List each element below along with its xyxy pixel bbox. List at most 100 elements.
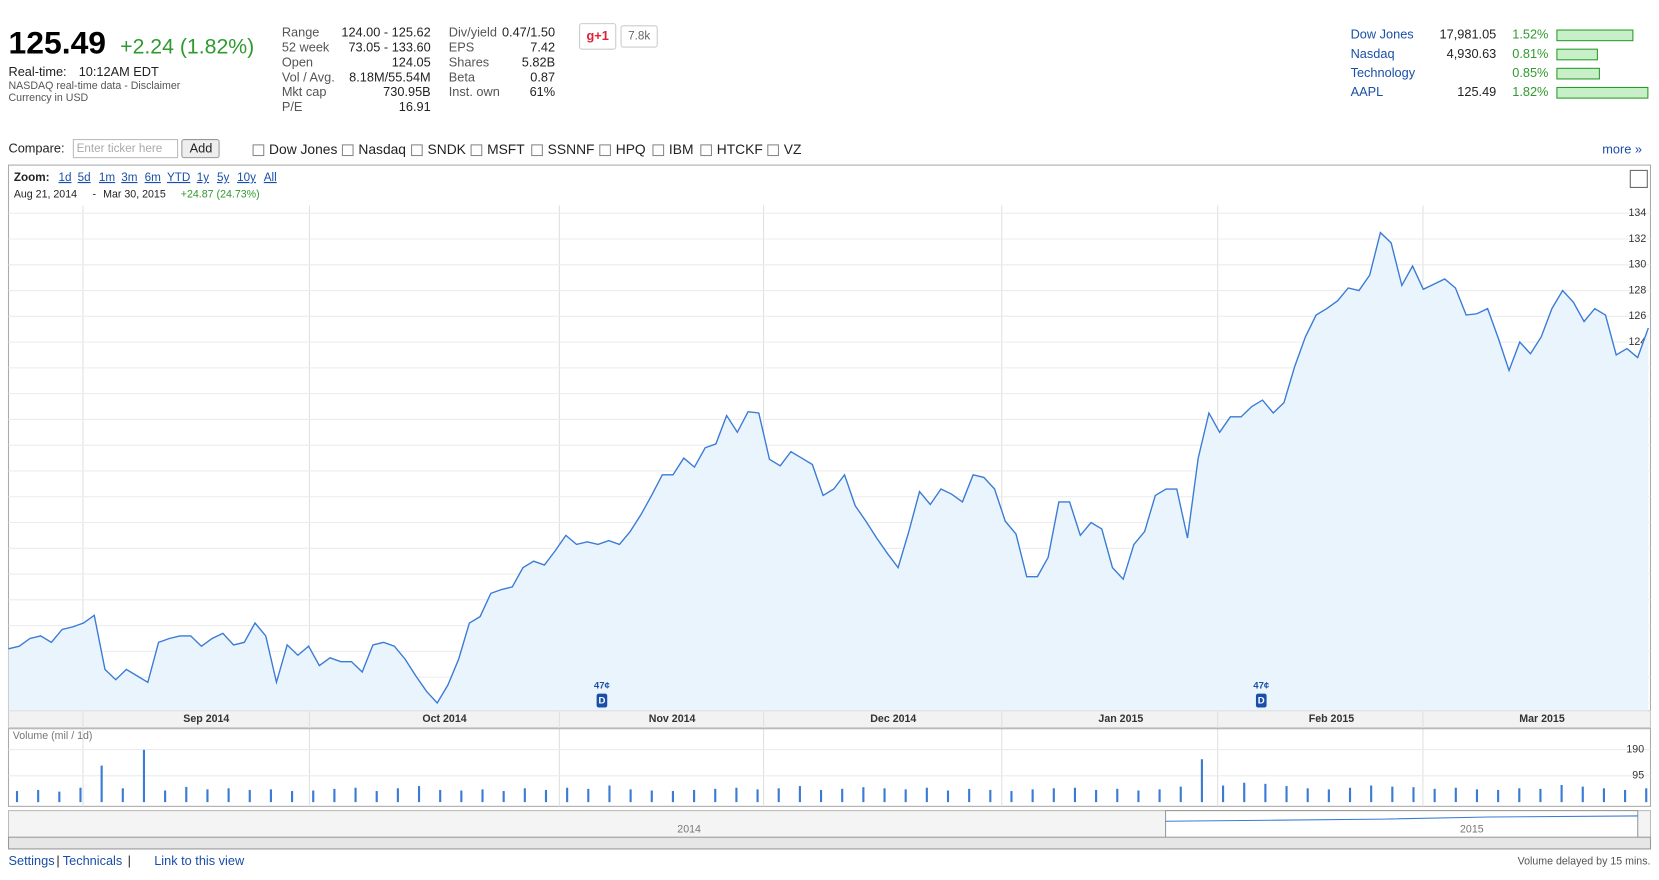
volume-bar [142,749,146,803]
index-name[interactable]: Dow Jones [1351,27,1414,42]
index-price: 125.49 [1457,84,1496,99]
index-change: 1.52% [1512,27,1548,42]
ticker-option: SNDK [428,141,467,157]
volume-tick-label: 95 [1632,770,1644,782]
volume-bar [375,791,378,803]
footer-note: Volume delayed by 15 mins. [1518,855,1651,867]
index-change: 1.82% [1512,84,1548,99]
zoom-option[interactable]: 1y [197,171,210,184]
checkbox[interactable] [767,144,779,157]
stat-value: 0.47/1.50 [502,25,555,40]
volume-bar [714,788,717,803]
stat-value: 5.82B [522,54,555,69]
volume-bar [946,790,950,803]
checkbox[interactable] [652,144,665,157]
dividend-marker[interactable] [596,693,608,708]
more-link[interactable]: more » [1602,142,1642,157]
volume-bar [185,786,188,803]
checkbox[interactable] [531,144,543,157]
add-button[interactable] [181,139,220,159]
y-tick-label: 130 [1629,259,1647,271]
y-tick-label: 126 [1629,310,1647,322]
volume-bar [417,786,421,803]
zoom-option[interactable]: 3m [121,171,137,184]
x-tick-label: Feb 2015 [1309,713,1355,725]
volume-bar [904,789,907,803]
zoom-option[interactable]: YTD [167,171,190,184]
volume-bar [227,788,230,803]
zoom-option[interactable]: 1d [58,171,71,184]
volume-bar [15,791,19,803]
range-change: +24.87 (24.73%) [181,189,260,201]
volume-bar [1454,787,1457,803]
volume-bar [502,791,505,803]
index-bar [1556,48,1598,61]
ticker-option: MSFT [487,141,525,157]
volume-bar [650,790,653,803]
zoom-option[interactable]: All [264,171,277,184]
volume-bar [1560,784,1563,803]
price-area [8,232,1649,711]
x-tick-label: Mar 2015 [1519,713,1565,725]
index-name[interactable]: AAPL [1351,84,1384,99]
stat-label: 52 week [282,39,330,54]
compare-bar [8,136,1651,165]
fullscreen-button[interactable] [1629,169,1648,188]
checkbox[interactable] [599,144,611,157]
gplus-button[interactable] [579,23,617,50]
volume-bar [1222,785,1225,803]
ticker-option: SSNNF [548,141,595,157]
index-name[interactable]: Nasdaq [1351,46,1395,61]
volume-bar [968,788,971,803]
stat-value: 730.95B [383,84,431,99]
footer-link[interactable]: Link to this view [154,853,245,868]
stat-value: 8.18M/55.54M [349,69,431,84]
volume-bar [248,789,251,803]
checkbox[interactable] [341,144,354,157]
volume-bar [587,788,590,803]
volume-bar [79,787,82,803]
footer-link[interactable]: Technicals [63,853,123,868]
gplus[interactable]: g+1 [587,28,609,43]
volume-bar [629,789,632,803]
volume-bar [544,789,548,803]
footer-link[interactable]: Settings [9,853,55,868]
zoom-option[interactable]: 6m [145,171,161,184]
stat-label: Range [282,25,320,40]
volume-bar [291,791,294,803]
volume-bar [523,788,526,803]
gplus-count: 7.8k [628,30,650,43]
checkbox[interactable] [470,144,483,157]
checkbox[interactable] [252,144,265,157]
index-bar [1556,86,1649,99]
zoom-option[interactable]: 5y [217,171,230,184]
volume-bar [798,786,801,803]
dividend-label: 47¢ [1253,681,1270,692]
add-label: Add [190,141,213,156]
ticker-input[interactable] [72,139,179,159]
dividend-marker[interactable] [1255,693,1267,708]
volume-bar [1327,789,1330,803]
volume-bar [841,788,844,803]
index-name[interactable]: Technology [1351,65,1416,80]
checkbox[interactable] [411,144,423,157]
volume-bar [1475,789,1479,803]
volume-bar [989,789,992,803]
y-tick-label: 128 [1629,284,1647,296]
volume-bar [396,788,399,803]
zoom-option[interactable]: 10y [237,171,256,184]
ticker-option: HTCKF [717,141,763,157]
volume-bar [37,789,40,803]
volume-bar [58,791,61,803]
checkbox[interactable] [700,144,712,157]
footer-sep: | [56,853,59,868]
zoom-option[interactable]: 5d [78,171,91,184]
volume-bar [1179,786,1182,803]
volume-bar [1348,787,1352,803]
overview-line [1165,815,1638,822]
index-change: 0.85% [1512,65,1548,80]
zoom-option[interactable]: 1m [99,171,115,184]
stat-value: 16.91 [399,99,431,114]
scrollbar[interactable] [7,836,1652,850]
